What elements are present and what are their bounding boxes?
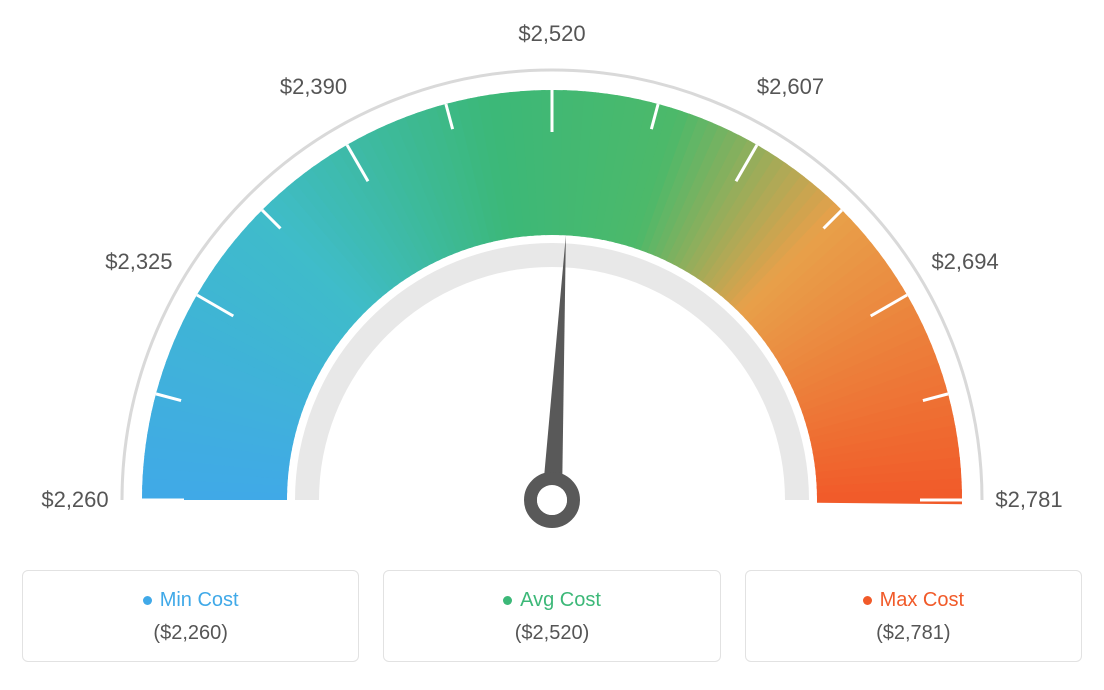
gauge-scale-label: $2,390: [280, 74, 347, 100]
gauge-scale-label: $2,781: [995, 487, 1062, 513]
gauge-scale-label: $2,325: [105, 249, 172, 275]
gauge-scale-label: $2,520: [518, 21, 585, 47]
legend-value: ($2,260): [43, 622, 338, 645]
legend-value: ($2,520): [404, 622, 699, 645]
legend-label: Min Cost: [160, 589, 239, 611]
legend-card-min: Min Cost ($2,260): [22, 570, 359, 662]
min-bullet-icon: [143, 596, 152, 605]
avg-bullet-icon: [503, 596, 512, 605]
legend-title: Min Cost: [43, 589, 338, 612]
legend-value: ($2,781): [766, 622, 1061, 645]
legend-title: Avg Cost: [404, 589, 699, 612]
gauge-scale-label: $2,260: [41, 487, 108, 513]
legend-row: Min Cost ($2,260) Avg Cost ($2,520) Max Cost…: [22, 570, 1082, 662]
gauge-chart: $2,260 $2,325 $2,390 $2,520 $2,607 $2,694 $2,7…: [22, 20, 1082, 540]
legend-card-max: Max Cost ($2,781): [745, 570, 1082, 662]
max-bullet-icon: [863, 596, 872, 605]
legend-card-avg: Avg Cost ($2,520): [383, 570, 720, 662]
gauge-scale-label: $2,607: [757, 74, 824, 100]
gauge-scale-label: $2,694: [931, 249, 998, 275]
legend-label: Avg Cost: [520, 589, 601, 611]
legend-label: Max Cost: [880, 589, 964, 611]
gauge-needle: [531, 235, 574, 521]
gauge-svg: [22, 20, 1082, 540]
legend-title: Max Cost: [766, 589, 1061, 612]
